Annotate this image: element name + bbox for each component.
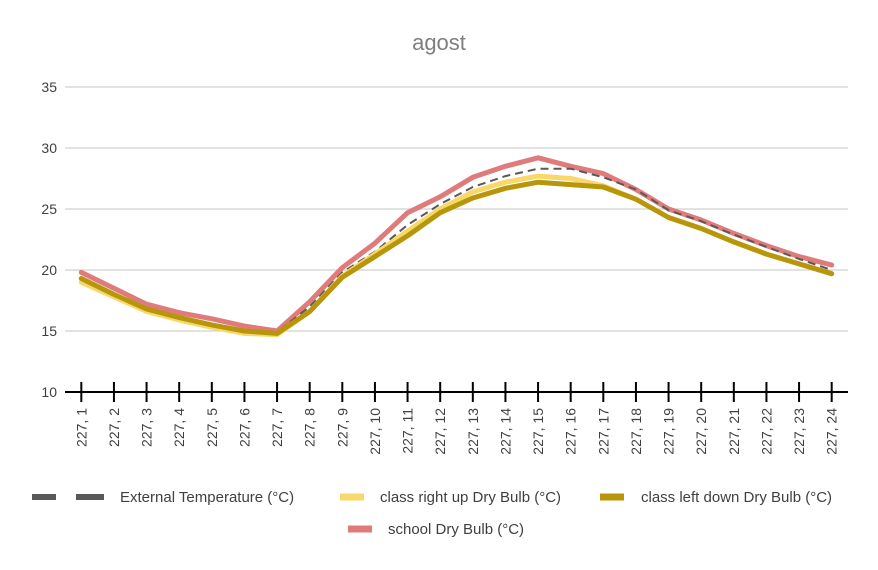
x-tick-label: 227, 18	[628, 408, 644, 455]
x-tick-label: 227, 1	[73, 408, 89, 447]
x-tick-label: 227, 20	[693, 408, 709, 455]
legend-label: External Temperature (°C)	[120, 489, 294, 506]
x-tick-label: 227, 24	[824, 408, 840, 455]
y-tick-label: 25	[41, 201, 57, 217]
y-axis: 10 15 20 25 30 35	[41, 79, 57, 400]
chart-title: agost	[412, 30, 466, 55]
x-tick-label: 227, 9	[334, 408, 350, 447]
x-tick-label: 227, 2	[106, 408, 122, 447]
x-tick-label: 227, 17	[595, 408, 611, 455]
legend: External Temperature (°C) class right up …	[32, 489, 832, 538]
x-tick-label: 227, 16	[563, 408, 579, 455]
y-tick-label: 15	[41, 323, 57, 339]
x-tick-label: 227, 13	[465, 408, 481, 455]
y-tick-label: 20	[41, 262, 57, 278]
gridlines	[65, 86, 848, 332]
x-tick-label: 227, 21	[726, 408, 742, 455]
y-tick-label: 10	[41, 384, 57, 400]
x-tick-label: 227, 19	[661, 408, 677, 455]
y-tick-label: 30	[41, 140, 57, 156]
x-tick-label: 227, 6	[236, 408, 252, 447]
x-tick-label: 227, 8	[302, 408, 318, 447]
x-tick-label: 227, 23	[791, 408, 807, 455]
x-tick-label: 227, 12	[432, 408, 448, 455]
x-tick-label: 227, 11	[400, 408, 416, 454]
y-tick-label: 35	[41, 79, 57, 95]
x-tick-label: 227, 15	[530, 408, 546, 455]
x-tick-label: 227, 10	[367, 408, 383, 455]
x-tick-label: 227, 7	[269, 408, 285, 447]
legend-label: school Dry Bulb (°C)	[388, 521, 524, 538]
series-layer	[78, 155, 835, 338]
x-tick-label: 227, 5	[204, 408, 220, 447]
x-tick-label: 227, 3	[139, 408, 155, 447]
x-axis: 227, 1 227, 2 227, 3 227, 4 227, 5 227, 6 227,…	[65, 382, 848, 455]
series-line-3	[78, 155, 835, 334]
legend-label: class right up Dry Bulb (°C)	[380, 489, 561, 506]
series-line-2	[78, 179, 835, 336]
series-line-1	[78, 173, 835, 338]
series-line-0	[80, 167, 833, 334]
legend-label: class left down Dry Bulb (°C)	[641, 489, 832, 506]
x-tick-label: 227, 4	[171, 408, 187, 447]
x-tick-label: 227, 22	[758, 408, 774, 455]
x-tick-label: 227, 14	[497, 408, 513, 455]
